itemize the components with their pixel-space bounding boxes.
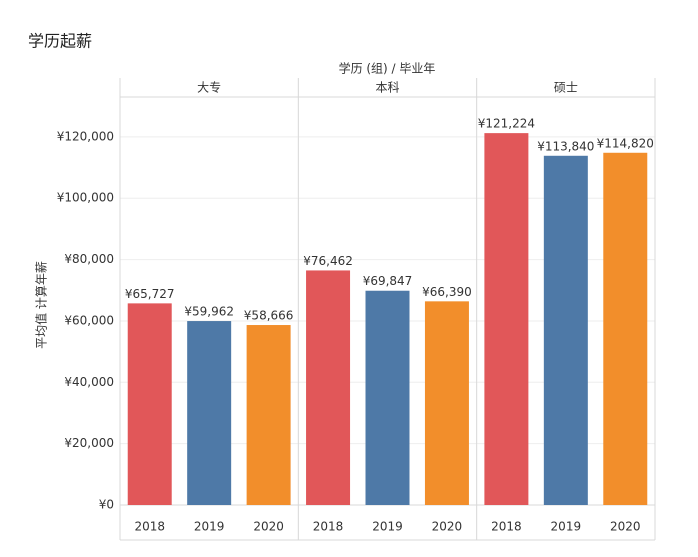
x-tick-label: 2020: [432, 520, 463, 534]
bar: [603, 152, 648, 506]
y-tick-label: ¥120,000: [57, 129, 114, 143]
bar: [127, 303, 172, 505]
value-label: ¥58,666: [244, 309, 294, 323]
value-label: ¥66,390: [422, 285, 472, 299]
chart-title: 学历起薪: [28, 32, 92, 51]
bar: [365, 290, 410, 505]
panel-label: 大专: [197, 80, 221, 95]
y-tick-label: ¥80,000: [64, 252, 114, 266]
value-label: ¥121,224: [478, 117, 535, 131]
y-tick-label: ¥40,000: [64, 375, 114, 389]
bar: [306, 270, 351, 505]
x-tick-label: 2019: [372, 520, 403, 534]
bar: [424, 301, 469, 505]
bar: [246, 325, 291, 505]
x-tick-label: 2018: [134, 520, 165, 534]
y-tick-label: ¥0: [99, 498, 114, 512]
value-label: ¥59,962: [184, 305, 234, 319]
y-tick-label: ¥60,000: [64, 313, 114, 327]
panel-label: 本科: [375, 81, 399, 95]
x-tick-label: 2018: [313, 520, 344, 534]
x-tick-label: 2020: [253, 520, 284, 534]
y-axis-label: 平均值 计算年薪: [34, 261, 49, 349]
value-label: ¥113,840: [537, 139, 594, 153]
x-tick-label: 2018: [491, 520, 522, 534]
y-tick-label: ¥20,000: [64, 436, 114, 450]
value-label: ¥114,820: [597, 136, 654, 150]
bar: [187, 321, 232, 505]
value-label: ¥76,462: [303, 254, 353, 268]
bar: [543, 155, 588, 505]
value-label: ¥69,847: [363, 274, 413, 288]
bar: [484, 133, 529, 505]
x-tick-label: 2020: [610, 520, 641, 534]
column-title: 学历 (组) / 毕业年: [339, 61, 436, 76]
x-tick-label: 2019: [194, 520, 225, 534]
x-tick-label: 2019: [551, 520, 582, 534]
y-tick-label: ¥100,000: [57, 191, 114, 205]
panel-label: 硕士: [554, 81, 578, 95]
value-label: ¥65,727: [125, 287, 175, 301]
